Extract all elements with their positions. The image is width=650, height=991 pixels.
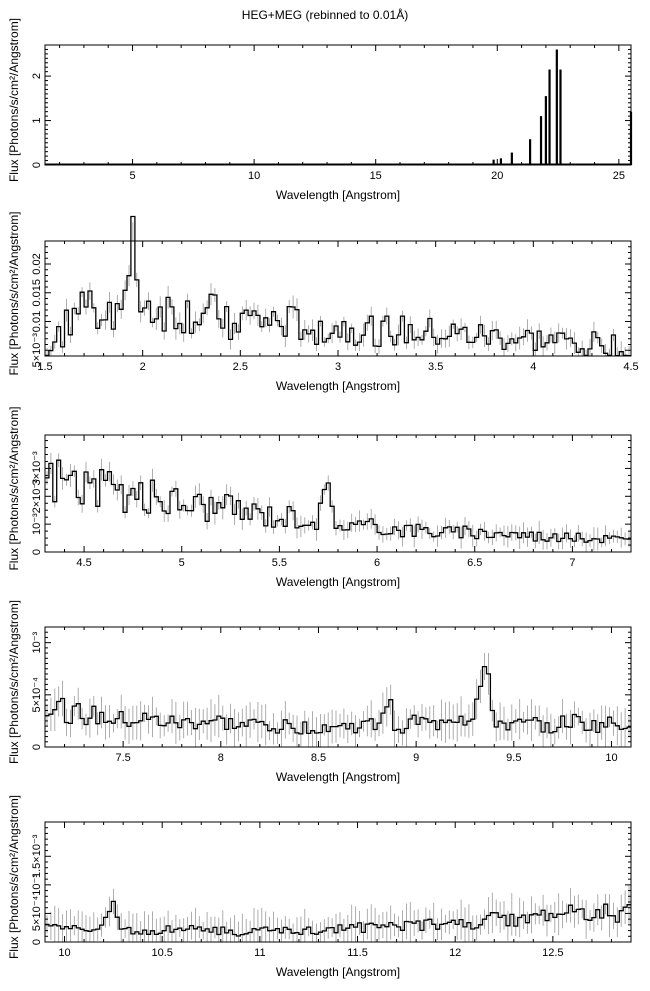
x-tick-label: 1.5 bbox=[37, 361, 52, 373]
x-tick-label: 2.5 bbox=[233, 361, 248, 373]
x-tick-label: 20 bbox=[491, 170, 503, 182]
x-axis-label: Wavelength [Angstrom] bbox=[276, 770, 400, 784]
x-tick-label: 4.5 bbox=[623, 361, 638, 373]
x-tick-label: 6 bbox=[374, 557, 380, 569]
x-tick-label: 11.5 bbox=[347, 947, 368, 959]
y-tick-label: 10⁻³ bbox=[31, 513, 43, 535]
panel-4: 7.5 8 8.5 9 9.5 10 0 5×10⁻⁴ 10⁻³ Wavelength [Angs… bbox=[7, 600, 632, 784]
panel-1: 5 10 15 20 25 0 1 2 Wavelength [Angstrom] Flux [P… bbox=[7, 18, 633, 202]
x-tick-label: 15 bbox=[370, 170, 382, 182]
x-tick-label: 7 bbox=[569, 557, 575, 569]
x-tick-label: 5 bbox=[129, 170, 135, 182]
y-axis-label: Flux [Photons/s/cm²/Angstrom] bbox=[7, 211, 21, 375]
x-axis-label: Wavelength [Angstrom] bbox=[276, 188, 400, 202]
y-tick-label: 5×10⁻⁴ bbox=[31, 677, 43, 713]
y-tick-label: 3×10⁻³ bbox=[31, 451, 43, 486]
y-axis-label: Flux [Photons/s/cm²/Angstrom] bbox=[7, 795, 21, 959]
y-tick-label: 1.5×10⁻³ bbox=[31, 834, 43, 878]
x-tick-label: 4 bbox=[530, 361, 536, 373]
y-tick-label: 5×10⁻³ bbox=[31, 333, 43, 368]
y-axis-label: Flux [Photons/s/cm²/Angstrom] bbox=[7, 18, 21, 182]
panel-3: 4.5 5 5.5 6 6.5 7 0 10⁻³2×10⁻³3×10⁻³ Wavelength … bbox=[7, 406, 632, 589]
x-tick-label: 12 bbox=[449, 947, 461, 959]
x-tick-label: 5 bbox=[179, 557, 185, 569]
x-tick-label: 4.5 bbox=[76, 557, 91, 569]
y-tick-label: 10⁻³ bbox=[31, 631, 43, 653]
x-tick-label: 8.5 bbox=[311, 752, 326, 764]
x-tick-label: 10 bbox=[248, 170, 260, 182]
y-tick-label: 2 bbox=[31, 73, 43, 79]
x-tick-label: 11 bbox=[254, 947, 265, 959]
spectrum-series bbox=[45, 459, 631, 544]
y-tick-label: 5×10⁻⁴ bbox=[31, 896, 43, 932]
y-tick-label: 0.01 bbox=[31, 311, 43, 332]
y-tick-label: 0 bbox=[31, 939, 43, 945]
y-tick-label: 10⁻³ bbox=[31, 874, 43, 896]
x-tick-label: 8 bbox=[218, 752, 224, 764]
y-axis-label: Flux [Photons/s/cm²/Angstrom] bbox=[7, 600, 21, 764]
x-axis-label: Wavelength [Angstrom] bbox=[276, 379, 400, 393]
x-axis-label: Wavelength [Angstrom] bbox=[276, 965, 400, 979]
x-tick-label: 7.5 bbox=[115, 752, 130, 764]
plot-frame bbox=[44, 44, 632, 166]
x-tick-label: 10 bbox=[58, 947, 70, 959]
spectrum-series bbox=[45, 665, 631, 735]
x-tick-label: 10.5 bbox=[151, 947, 172, 959]
y-tick-label: 0.015 bbox=[31, 279, 43, 307]
y-tick-label: 0.02 bbox=[31, 253, 43, 274]
x-tick-label: 10 bbox=[605, 752, 617, 764]
spectrum-series bbox=[45, 215, 631, 357]
x-tick-label: 3.5 bbox=[428, 361, 443, 373]
y-axis-label: Flux [Photons/s/cm²/Angstrom] bbox=[7, 406, 21, 570]
y-tick-label: 1 bbox=[31, 117, 43, 123]
x-axis-label: Wavelength [Angstrom] bbox=[276, 575, 400, 589]
x-tick-label: 2 bbox=[140, 361, 146, 373]
y-tick-label: 2×10⁻³ bbox=[31, 479, 43, 514]
y-tick-label: 0 bbox=[31, 744, 43, 750]
panel-5: 10 10.5 11 11.5 12 12.5 0 5×10⁻⁴10⁻³1.5×10⁻³ Wav… bbox=[7, 795, 632, 979]
x-tick-label: 9 bbox=[413, 752, 419, 764]
panel-2: 1.5 2 2.5 3 3.5 4 4.5 5×10⁻³0.01 0.015 0.02 Wavele… bbox=[7, 211, 639, 393]
x-tick-label: 25 bbox=[613, 170, 625, 182]
x-tick-label: 9.5 bbox=[506, 752, 521, 764]
x-tick-label: 5.5 bbox=[272, 557, 287, 569]
x-tick-label: 12.5 bbox=[542, 947, 563, 959]
figure-title: HEG+MEG (rebinned to 0.01Å) bbox=[241, 8, 409, 22]
x-tick-label: 6.5 bbox=[467, 557, 482, 569]
spectrum-series bbox=[45, 900, 631, 937]
x-tick-label: 3 bbox=[335, 361, 341, 373]
error-bars bbox=[46, 653, 630, 747]
y-tick-label: 0 bbox=[31, 162, 43, 168]
y-tick-label: 0 bbox=[31, 549, 43, 555]
